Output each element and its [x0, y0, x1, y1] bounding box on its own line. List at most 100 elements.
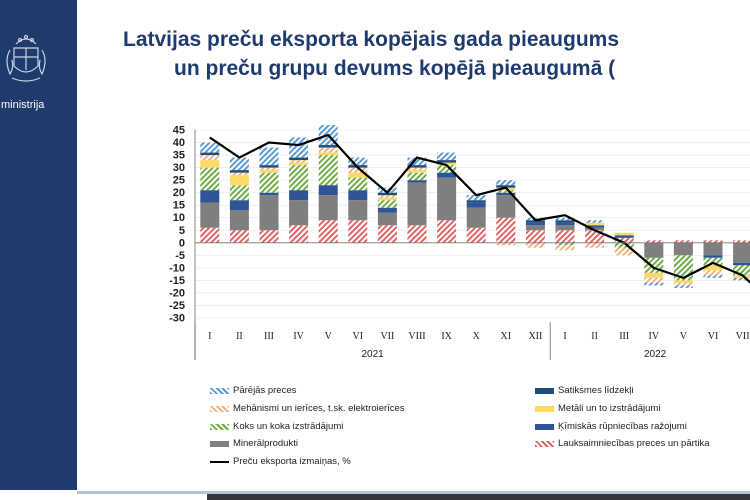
bar-segment-wood	[259, 172, 279, 193]
bar-segment-metals	[377, 197, 397, 201]
year-label: 2022	[644, 349, 667, 360]
year-label: 2021	[361, 349, 384, 360]
bar-segment-mineral	[289, 200, 309, 226]
bar-segment-transport	[229, 170, 249, 173]
bar-segment-machinery	[348, 167, 368, 173]
bar-segment-mineral	[466, 207, 486, 228]
bar-segment-other	[377, 187, 397, 193]
bar-segment-metals	[733, 275, 750, 278]
bar-segment-metals	[200, 160, 220, 168]
bar-segment-transport	[407, 165, 427, 168]
bar-segment-transport	[377, 192, 397, 196]
bar-segment-metals	[585, 222, 605, 226]
x-tick-label: II	[236, 331, 243, 342]
bar-segment-machinery	[289, 160, 309, 163]
bar-segment-agri	[289, 225, 309, 243]
legend-item-transport: Satiksmes līdzekļi	[535, 385, 634, 396]
bar-segment-wood	[496, 190, 516, 193]
bar-segment-chemical	[555, 222, 575, 226]
y-tick-label: 35	[173, 150, 185, 162]
bar-segment-mineral	[733, 242, 750, 263]
bar-segment-machinery	[229, 172, 249, 176]
bar-segment-agri	[259, 230, 279, 243]
bar-segment-machinery	[318, 147, 338, 153]
bar-segment-metals	[348, 172, 368, 178]
bar-segment-machinery	[377, 195, 397, 198]
bar-segment-chemical	[259, 192, 279, 196]
x-tick-label: VII	[736, 331, 750, 342]
bar-segment-agri	[437, 220, 457, 243]
bar-segment-machinery	[644, 277, 664, 283]
bar-segment-other	[259, 147, 279, 166]
x-tick-label: IV	[293, 331, 304, 342]
legend-swatch-metals	[535, 405, 554, 412]
bar-segment-other	[200, 142, 220, 153]
bar-segment-wood	[348, 177, 368, 191]
legend-item-wood: Koks un koka izstrādājumi	[210, 421, 343, 432]
bar-segment-other	[496, 180, 516, 186]
bar-segment-transport	[200, 152, 220, 156]
x-tick-label: X	[473, 331, 481, 342]
bar-segment-mineral	[437, 177, 457, 221]
x-tick-label: IX	[441, 331, 452, 342]
y-tick-label: -30	[169, 313, 185, 325]
bar-segment-wood	[200, 167, 220, 191]
bar-segment-other	[555, 217, 575, 221]
bar-segment-chemical	[229, 200, 249, 211]
bar-segment-mineral	[407, 182, 427, 226]
bar-segment-wood	[733, 265, 750, 276]
x-tick-label: II	[591, 331, 598, 342]
y-tick-label: 15	[173, 200, 185, 212]
bar-segment-other	[289, 137, 309, 158]
y-tick-label: 0	[179, 237, 185, 249]
bar-segment-other	[348, 157, 368, 166]
bar-segment-chemical	[377, 207, 397, 213]
bar-segment-metals	[229, 175, 249, 186]
bar-segment-agri	[496, 217, 516, 243]
x-tick-label: XII	[528, 331, 542, 342]
footer-bar	[207, 494, 750, 500]
legend-swatch-line	[210, 460, 229, 463]
legend-item-other: Pārējās preces	[210, 385, 296, 396]
bar-segment-machinery	[614, 247, 634, 256]
y-tick-label: -5	[175, 250, 185, 262]
legend-swatch-agri	[535, 440, 554, 447]
bar-segment-chemical	[407, 180, 427, 183]
footer-divider	[77, 491, 750, 494]
bar-segment-chemical	[348, 190, 368, 201]
bar-segment-mineral	[644, 242, 664, 258]
bar-segment-other	[407, 157, 427, 166]
legend-label-mineral: Minerālprodukti	[233, 438, 298, 449]
x-tick-label: VI	[708, 331, 719, 342]
bar-segment-agri	[348, 220, 368, 243]
bar-segment-agri	[466, 227, 486, 243]
legend-swatch-mineral	[210, 440, 229, 447]
y-tick-label: -25	[169, 300, 185, 312]
y-tick-label: 20	[173, 187, 185, 199]
bar-segment-chemical	[289, 190, 309, 201]
x-tick-label: III	[264, 331, 274, 342]
bar-segment-other	[673, 285, 693, 288]
bar-segment-mineral	[555, 225, 575, 231]
bar-segment-metals	[703, 265, 723, 271]
bar-segment-agri	[525, 230, 545, 243]
y-tick-label: 5	[179, 225, 185, 237]
x-tick-label: VII	[380, 331, 394, 342]
bar-segment-transport	[289, 157, 309, 161]
legend-swatch-chemical	[535, 423, 554, 430]
bar-segment-wood	[555, 242, 575, 246]
bar-segment-chemical	[614, 235, 634, 238]
title-line-2: un preču grupu devums kopējā pieaugumā (	[174, 57, 616, 80]
bar-segment-mineral	[259, 195, 279, 231]
x-tick-label: V	[325, 331, 333, 342]
legend-item-chemical: Ķīmiskās rūpniecības ražojumi	[535, 421, 687, 432]
bar-segment-transport	[525, 220, 545, 223]
bar-segment-machinery	[407, 167, 427, 171]
bar-segment-chemical	[525, 222, 545, 226]
legend-label-chemical: Ķīmiskās rūpniecības ražojumi	[558, 421, 687, 432]
y-tick-label: -15	[169, 275, 185, 287]
export-change-line	[209, 133, 750, 284]
legend-swatch-other	[210, 387, 229, 394]
bar-segment-machinery	[496, 242, 516, 246]
